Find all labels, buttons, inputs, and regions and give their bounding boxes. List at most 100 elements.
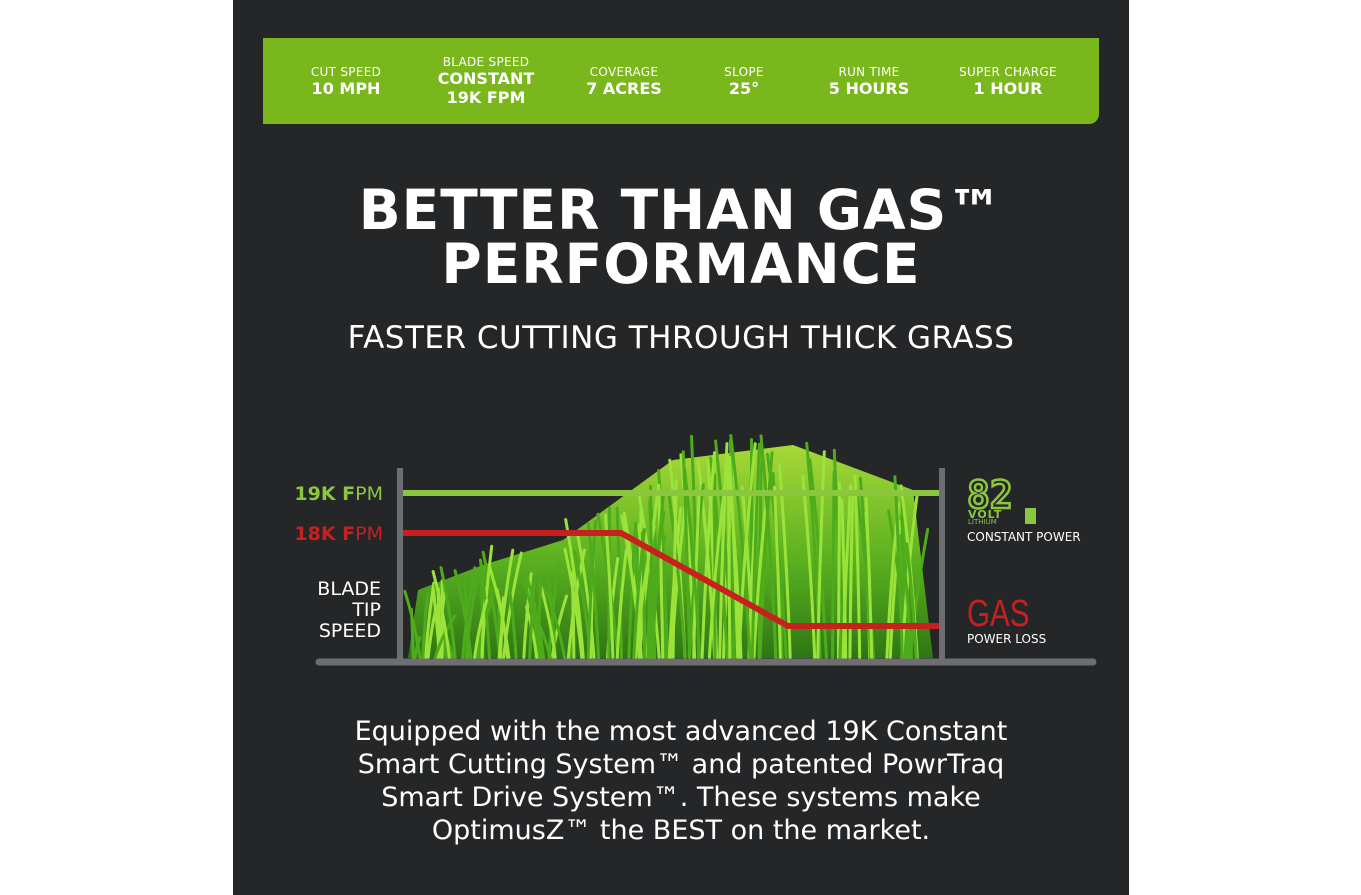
battery-logo: 82 VOLT LITHIUM [966, 472, 1036, 526]
grass-blade [413, 636, 422, 660]
grass-blade [853, 474, 862, 660]
gas-18k-line [403, 530, 939, 629]
grass-blade [700, 451, 716, 660]
spec-label: BLADE SPEED [442, 55, 530, 69]
grass-blade [905, 542, 918, 660]
spec-value: 25° [728, 78, 760, 98]
grass-blade [543, 587, 567, 660]
battery-tag [1025, 508, 1036, 524]
grass-blade [841, 484, 853, 660]
grass-blade [433, 614, 457, 660]
grass-blade [421, 592, 429, 660]
spec-label: CUT SPEED [310, 64, 382, 79]
grass-blade [667, 490, 687, 660]
label-19k-bold: 19K F [294, 483, 355, 505]
label-19k-fpm: 19K FPM [294, 483, 383, 505]
grass-blade [750, 442, 761, 660]
infographic-panel: CUT SPEED 10 MPH BLADE SPEED CONSTANT 19… [233, 0, 1129, 895]
axis-label-tip: TIP [351, 599, 381, 621]
spec-run-time: RUN TIME 5 HOURS [829, 38, 910, 124]
grass-blade [521, 577, 543, 660]
spec-slope: SLOPE 25° [724, 38, 764, 124]
spec-label: RUN TIME [838, 64, 900, 79]
grass-blade [439, 566, 457, 660]
grass-blade [507, 580, 518, 660]
grass-blade [479, 558, 491, 660]
grass-blade [831, 470, 836, 660]
spec-coverage: COVERAGE 7 ACRES [586, 38, 662, 124]
grass-blade [525, 605, 539, 660]
spec-blade-speed: BLADE SPEED CONSTANT 19K FPM [438, 38, 535, 124]
label-18k-bold: 18K F [294, 523, 355, 545]
body-copy: Equipped with the most advanced 19K Cons… [233, 715, 1129, 847]
spec-label: SLOPE [724, 64, 764, 79]
grass-blade [718, 442, 729, 660]
battery-number: 82 [967, 473, 1013, 517]
grass-blade [848, 488, 855, 660]
grass-blade [816, 450, 826, 660]
grass-blade [539, 583, 557, 660]
label-18k-rest: PM [355, 523, 383, 545]
grass-blade [575, 530, 596, 660]
spec-value: 7 ACRES [586, 78, 662, 98]
grass-blade [522, 572, 533, 660]
label-18k-fpm: 18K FPM [294, 523, 383, 545]
grass-blade [615, 548, 628, 660]
grass-blade [671, 479, 678, 660]
grass-blade [563, 547, 584, 660]
grass-blade [773, 485, 782, 660]
spec-cut-speed: CUT SPEED 10 MPH [311, 38, 381, 124]
subheadline: FASTER CUTTING THROUGH THICK GRASS [347, 320, 1015, 356]
axis-label-blade: BLADE [317, 578, 381, 600]
grass-blade [528, 582, 536, 660]
battery-volt: VOLT [968, 508, 1002, 521]
grass-blade [453, 569, 473, 660]
spec-super-charge: SUPER CHARGE 1 HOUR [959, 38, 1057, 124]
grass-blade [777, 463, 792, 660]
grass-blade [759, 434, 778, 660]
spec-label: SUPER CHARGE [959, 64, 1057, 79]
constant-power-label: CONSTANT POWER [967, 530, 1081, 544]
grass-blade [758, 451, 774, 660]
grass-blade [840, 498, 848, 660]
grass-blade [431, 570, 451, 660]
grass-blade [403, 589, 422, 660]
body-line-2: Smart Cutting System™ and patented PowrT… [357, 749, 1005, 780]
spec-value: 10 MPH [311, 78, 381, 98]
spec-bar: CUT SPEED 10 MPH BLADE SPEED CONSTANT 19… [263, 38, 1099, 124]
gas-label: GAS [967, 593, 1030, 635]
grass-blade [615, 506, 623, 660]
grass-blade [499, 596, 505, 660]
body-line-1: Equipped with the most advanced 19K Cons… [354, 716, 1008, 747]
spec-value: CONSTANT [437, 69, 535, 88]
grass-blade [727, 472, 743, 660]
headline-line-1: BETTER THAN GAS™ [358, 178, 1004, 242]
axis-label-speed: SPEED [319, 620, 381, 642]
body-line-4: OptimusZ™ the BEST on the market. [431, 815, 931, 846]
grass-blades [403, 434, 930, 660]
grass-blade [461, 566, 477, 660]
grass-blade [801, 475, 817, 660]
grass-blade [752, 463, 772, 660]
spec-value: 5 HOURS [828, 78, 910, 98]
headline-line-2: PERFORMANCE [441, 232, 921, 296]
spec-label: COVERAGE [589, 64, 659, 79]
grass-blade [431, 586, 441, 660]
grass-blade [586, 519, 598, 660]
grass-blade [899, 534, 914, 660]
grass-blade [648, 500, 657, 660]
grass-blade [893, 475, 904, 660]
grass-blade [729, 434, 752, 660]
spec-value: 1 HOUR [973, 78, 1043, 98]
body-line-3: Smart Drive System™. These systems make [381, 782, 981, 813]
grass-blade [586, 522, 600, 660]
grass-blade [657, 483, 665, 660]
grass-illustration [403, 434, 933, 660]
label-19k-rest: PM [355, 483, 383, 505]
grass-blade [473, 598, 489, 660]
power-loss-label: POWER LOSS [967, 632, 1046, 646]
grass-blade [525, 576, 546, 660]
grass-blade [426, 604, 438, 660]
grass-blade [864, 497, 874, 660]
grass-blade [536, 579, 543, 660]
